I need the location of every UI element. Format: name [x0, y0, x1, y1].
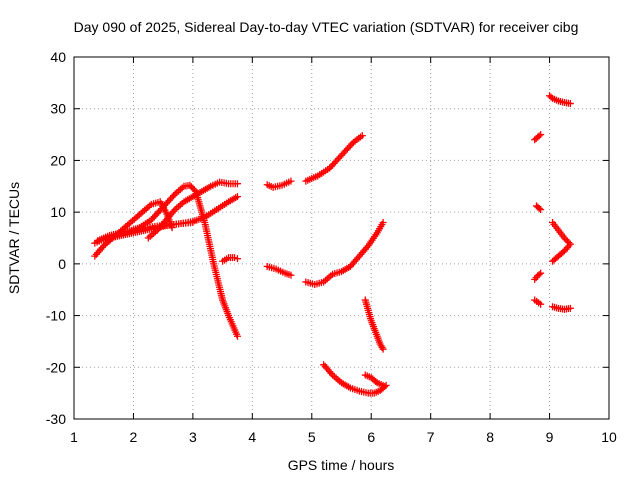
- y-tick-label: 30: [50, 101, 66, 117]
- data-point: [233, 180, 241, 188]
- data-point: [173, 188, 181, 196]
- data-points: [91, 92, 574, 397]
- data-point: [176, 201, 184, 209]
- data-point: [566, 304, 574, 312]
- data-point: [549, 257, 557, 265]
- data-point: [537, 206, 545, 214]
- data-point: [379, 345, 387, 353]
- data-point: [233, 255, 241, 263]
- data-point: [535, 270, 543, 278]
- grid-lines: [74, 57, 609, 419]
- y-tick-label: 10: [50, 204, 66, 220]
- y-axis-label: SDTVAR / TECUs: [6, 182, 22, 294]
- x-tick-label: 10: [601, 429, 617, 445]
- data-point: [233, 332, 241, 340]
- data-point: [146, 232, 154, 240]
- data-point: [287, 271, 295, 279]
- data-point: [535, 204, 543, 212]
- data-point: [189, 218, 197, 226]
- y-tick-label: 0: [58, 256, 66, 272]
- y-axis: -30 -20 -10 0 10 20 30 40: [46, 49, 609, 427]
- x-tick-label: 9: [546, 429, 554, 445]
- x-axis: 1 2 3 4 5 6 7 8 9 10: [70, 57, 617, 445]
- data-point: [358, 132, 366, 140]
- data-point: [537, 300, 545, 308]
- data-point: [176, 185, 184, 193]
- y-tick-label: 40: [50, 49, 66, 65]
- data-point: [566, 100, 574, 108]
- x-tick-label: 2: [130, 429, 138, 445]
- data-point: [535, 132, 543, 140]
- data-point: [175, 202, 183, 210]
- x-tick-label: 7: [427, 429, 435, 445]
- data-point: [233, 193, 241, 201]
- x-tick-label: 3: [189, 429, 197, 445]
- data-point: [550, 256, 558, 264]
- plot-frame: [73, 56, 610, 420]
- x-tick-label: 5: [308, 429, 316, 445]
- data-point: [379, 218, 387, 226]
- data-point: [173, 204, 181, 212]
- y-tick-label: -20: [46, 359, 66, 375]
- x-tick-label: 4: [248, 429, 256, 445]
- x-axis-label: GPS time / hours: [288, 457, 395, 473]
- y-tick-label: 20: [50, 152, 66, 168]
- data-point: [325, 273, 333, 281]
- chart-title: Day 090 of 2025, Sidereal Day-to-day VTE…: [74, 19, 579, 35]
- y-tick-label: -10: [46, 308, 66, 324]
- data-point: [175, 187, 183, 195]
- y-tick-label: -30: [46, 411, 66, 427]
- x-tick-label: 6: [367, 429, 375, 445]
- x-tick-label: 8: [486, 429, 494, 445]
- data-point: [170, 192, 178, 200]
- data-point: [379, 381, 387, 389]
- data-point: [144, 234, 152, 242]
- data-point: [334, 376, 342, 384]
- x-tick-label: 1: [70, 429, 78, 445]
- data-point: [537, 269, 545, 277]
- data-point: [537, 131, 545, 139]
- data-point: [323, 275, 331, 283]
- data-point: [330, 373, 338, 381]
- data-point: [287, 177, 295, 185]
- data-point: [332, 374, 340, 382]
